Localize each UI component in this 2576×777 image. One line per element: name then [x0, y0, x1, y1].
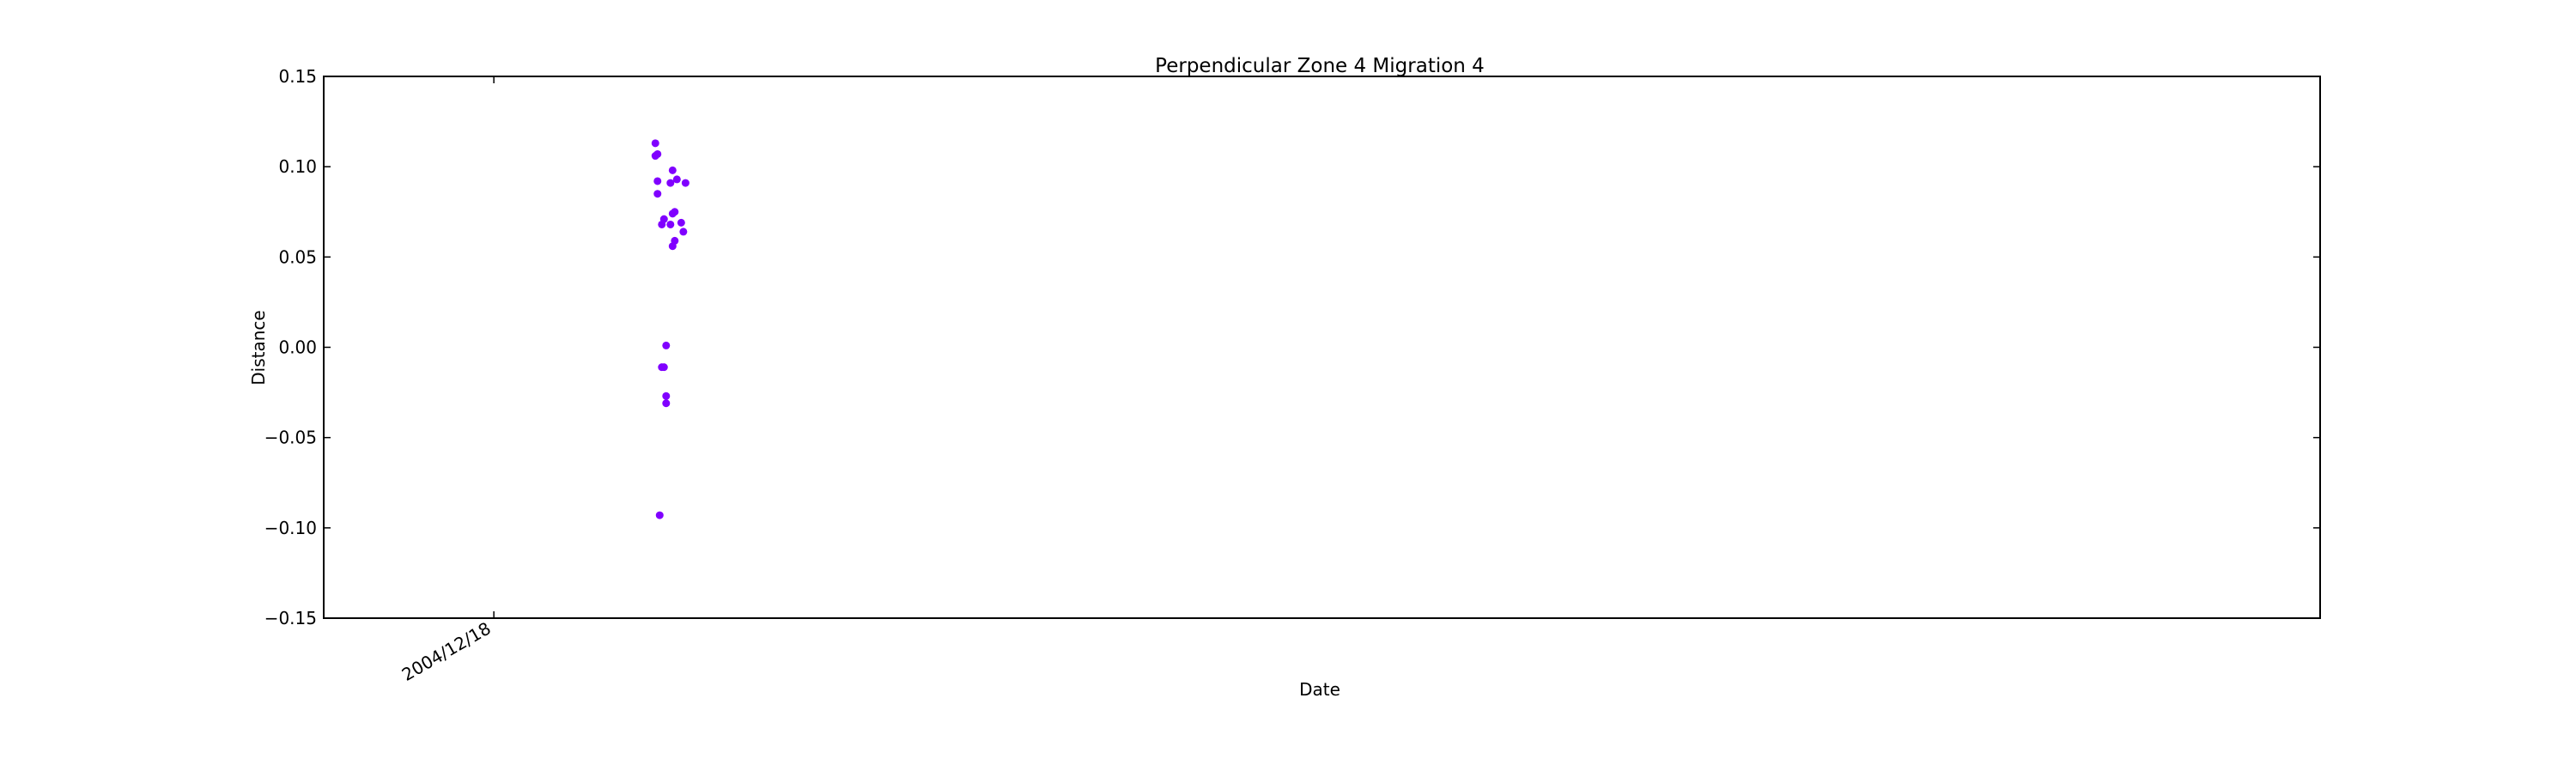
y-axis-label: Distance — [248, 310, 269, 385]
data-point — [672, 175, 681, 184]
y-tick-label: 0.00 — [278, 337, 317, 358]
y-axis: 0.15 0.10 0.05 0.00 −0.05 −0.10 −0.15 — [264, 66, 2320, 628]
y-tick-label: 0.15 — [278, 66, 317, 87]
data-point — [659, 363, 668, 372]
y-tick-label: 0.05 — [278, 246, 317, 267]
data-points — [651, 139, 690, 519]
data-point — [681, 179, 690, 187]
data-point — [662, 399, 671, 408]
data-point — [651, 139, 659, 148]
data-point — [662, 392, 671, 400]
y-tick-label: 0.10 — [278, 156, 317, 177]
data-point — [671, 208, 679, 216]
data-point — [668, 166, 677, 174]
data-point — [666, 220, 675, 228]
data-point — [653, 190, 662, 198]
x-axis-label: Date — [1299, 679, 1340, 700]
data-point — [679, 228, 688, 236]
chart-title: Perpendicular Zone 4 Migration 4 — [1155, 55, 1485, 77]
y-tick-label: −0.10 — [264, 518, 317, 538]
data-point — [662, 341, 671, 349]
data-point — [666, 179, 675, 187]
data-point — [653, 177, 662, 185]
y-tick-label: −0.05 — [264, 428, 317, 448]
data-point — [653, 149, 662, 158]
x-axis: 2004/12/18 — [398, 76, 495, 685]
x-tick-label: 2004/12/18 — [398, 618, 495, 685]
data-point — [655, 511, 664, 519]
y-tick-label: −0.15 — [264, 608, 317, 628]
data-point — [677, 218, 685, 227]
data-point — [659, 215, 668, 223]
plot-area-frame — [323, 76, 2321, 619]
data-point — [671, 236, 679, 245]
